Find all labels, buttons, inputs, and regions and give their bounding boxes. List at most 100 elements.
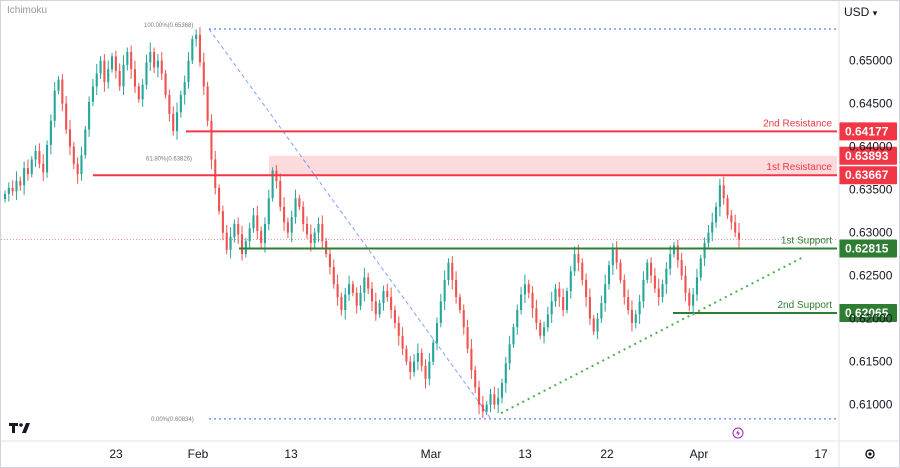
candle-body — [175, 112, 179, 132]
candle-body — [336, 284, 339, 298]
candle — [386, 283, 389, 302]
candle-body — [500, 383, 504, 398]
candle — [317, 217, 320, 243]
candle-body — [351, 284, 354, 293]
price-tag: 0.63893 — [839, 146, 897, 165]
candle-body — [183, 82, 186, 95]
candle-body — [103, 60, 106, 83]
candle — [133, 60, 137, 93]
candle-body — [711, 222, 714, 233]
candle — [298, 194, 301, 211]
candle-body — [206, 86, 209, 121]
candle — [565, 287, 569, 314]
candle — [348, 275, 351, 302]
candle-body — [149, 52, 152, 63]
candle — [676, 239, 679, 268]
candle-body — [588, 297, 591, 319]
candle-body — [497, 397, 500, 405]
candle-body — [80, 155, 83, 175]
x-tick-label: 13 — [518, 447, 532, 461]
candle-body — [252, 215, 255, 229]
candle — [409, 356, 412, 380]
candle-body — [240, 234, 244, 255]
level-name: 2nd Resistance — [763, 118, 832, 129]
candle-body — [290, 217, 293, 233]
y-tick-label: 0.65000 — [849, 54, 893, 68]
candle — [122, 55, 125, 95]
candle-body — [661, 284, 664, 298]
price-tag-label: 0.64177 — [845, 124, 889, 138]
candle-body — [187, 60, 190, 83]
candle — [688, 288, 691, 312]
flash-icon[interactable] — [732, 427, 744, 439]
candle — [699, 254, 702, 281]
candle-body — [550, 301, 553, 315]
candle-body — [432, 342, 435, 362]
candle — [309, 224, 312, 252]
candle-body — [107, 69, 110, 83]
candle — [416, 343, 419, 371]
candle-body — [141, 84, 144, 100]
candle — [638, 294, 641, 324]
candle — [84, 125, 87, 159]
fib-trend-line — [208, 28, 492, 420]
currency-selector[interactable]: USD ▾ — [844, 5, 877, 19]
candle-body — [569, 271, 572, 292]
candle — [214, 150, 217, 195]
candle — [428, 353, 431, 386]
candle — [680, 252, 683, 281]
candle — [707, 225, 710, 248]
candle — [692, 287, 695, 316]
candle-body — [397, 322, 400, 336]
candle-body — [420, 353, 423, 366]
candle — [569, 265, 572, 299]
candle — [600, 295, 603, 324]
candle-body — [53, 90, 56, 121]
candle — [718, 178, 721, 217]
candle — [126, 47, 129, 71]
candle-body — [34, 150, 37, 160]
price-tag-label: 0.63667 — [845, 168, 889, 182]
candle — [432, 339, 435, 366]
candle — [588, 288, 591, 326]
candle — [3, 190, 7, 203]
candle-body — [332, 267, 335, 285]
price-tag-label: 0.62815 — [845, 242, 889, 256]
gear-icon[interactable] — [863, 447, 877, 461]
indicator-label[interactable]: Ichimoku — [7, 5, 48, 16]
candle — [107, 60, 110, 89]
candle-body — [669, 254, 672, 269]
candle-body — [42, 163, 45, 173]
candle-body — [122, 64, 125, 87]
candle-body — [279, 181, 282, 207]
candle — [355, 287, 358, 314]
candle-body — [30, 159, 33, 175]
candle — [34, 145, 37, 168]
candle — [382, 285, 385, 311]
candle — [72, 142, 75, 170]
candle — [554, 284, 557, 307]
candle — [332, 259, 335, 289]
price-tag-bg — [839, 304, 897, 323]
resistance-zone — [269, 155, 837, 176]
candle — [581, 258, 584, 286]
candle — [68, 119, 72, 156]
candle-body — [615, 249, 618, 263]
candle-body — [23, 168, 26, 186]
candle-body — [585, 279, 588, 298]
candle — [627, 289, 630, 315]
candle-body — [657, 288, 660, 298]
x-tick-label: 22 — [600, 447, 614, 461]
candle — [198, 27, 202, 67]
candle — [657, 278, 660, 306]
candle — [321, 215, 324, 248]
candle — [653, 268, 656, 293]
chevron-down-icon: ▾ — [872, 8, 878, 18]
candle-body — [88, 101, 91, 130]
candle — [504, 356, 507, 393]
candle — [734, 214, 737, 238]
candle-body — [413, 361, 416, 372]
candle — [485, 401, 488, 415]
candle — [294, 189, 297, 224]
